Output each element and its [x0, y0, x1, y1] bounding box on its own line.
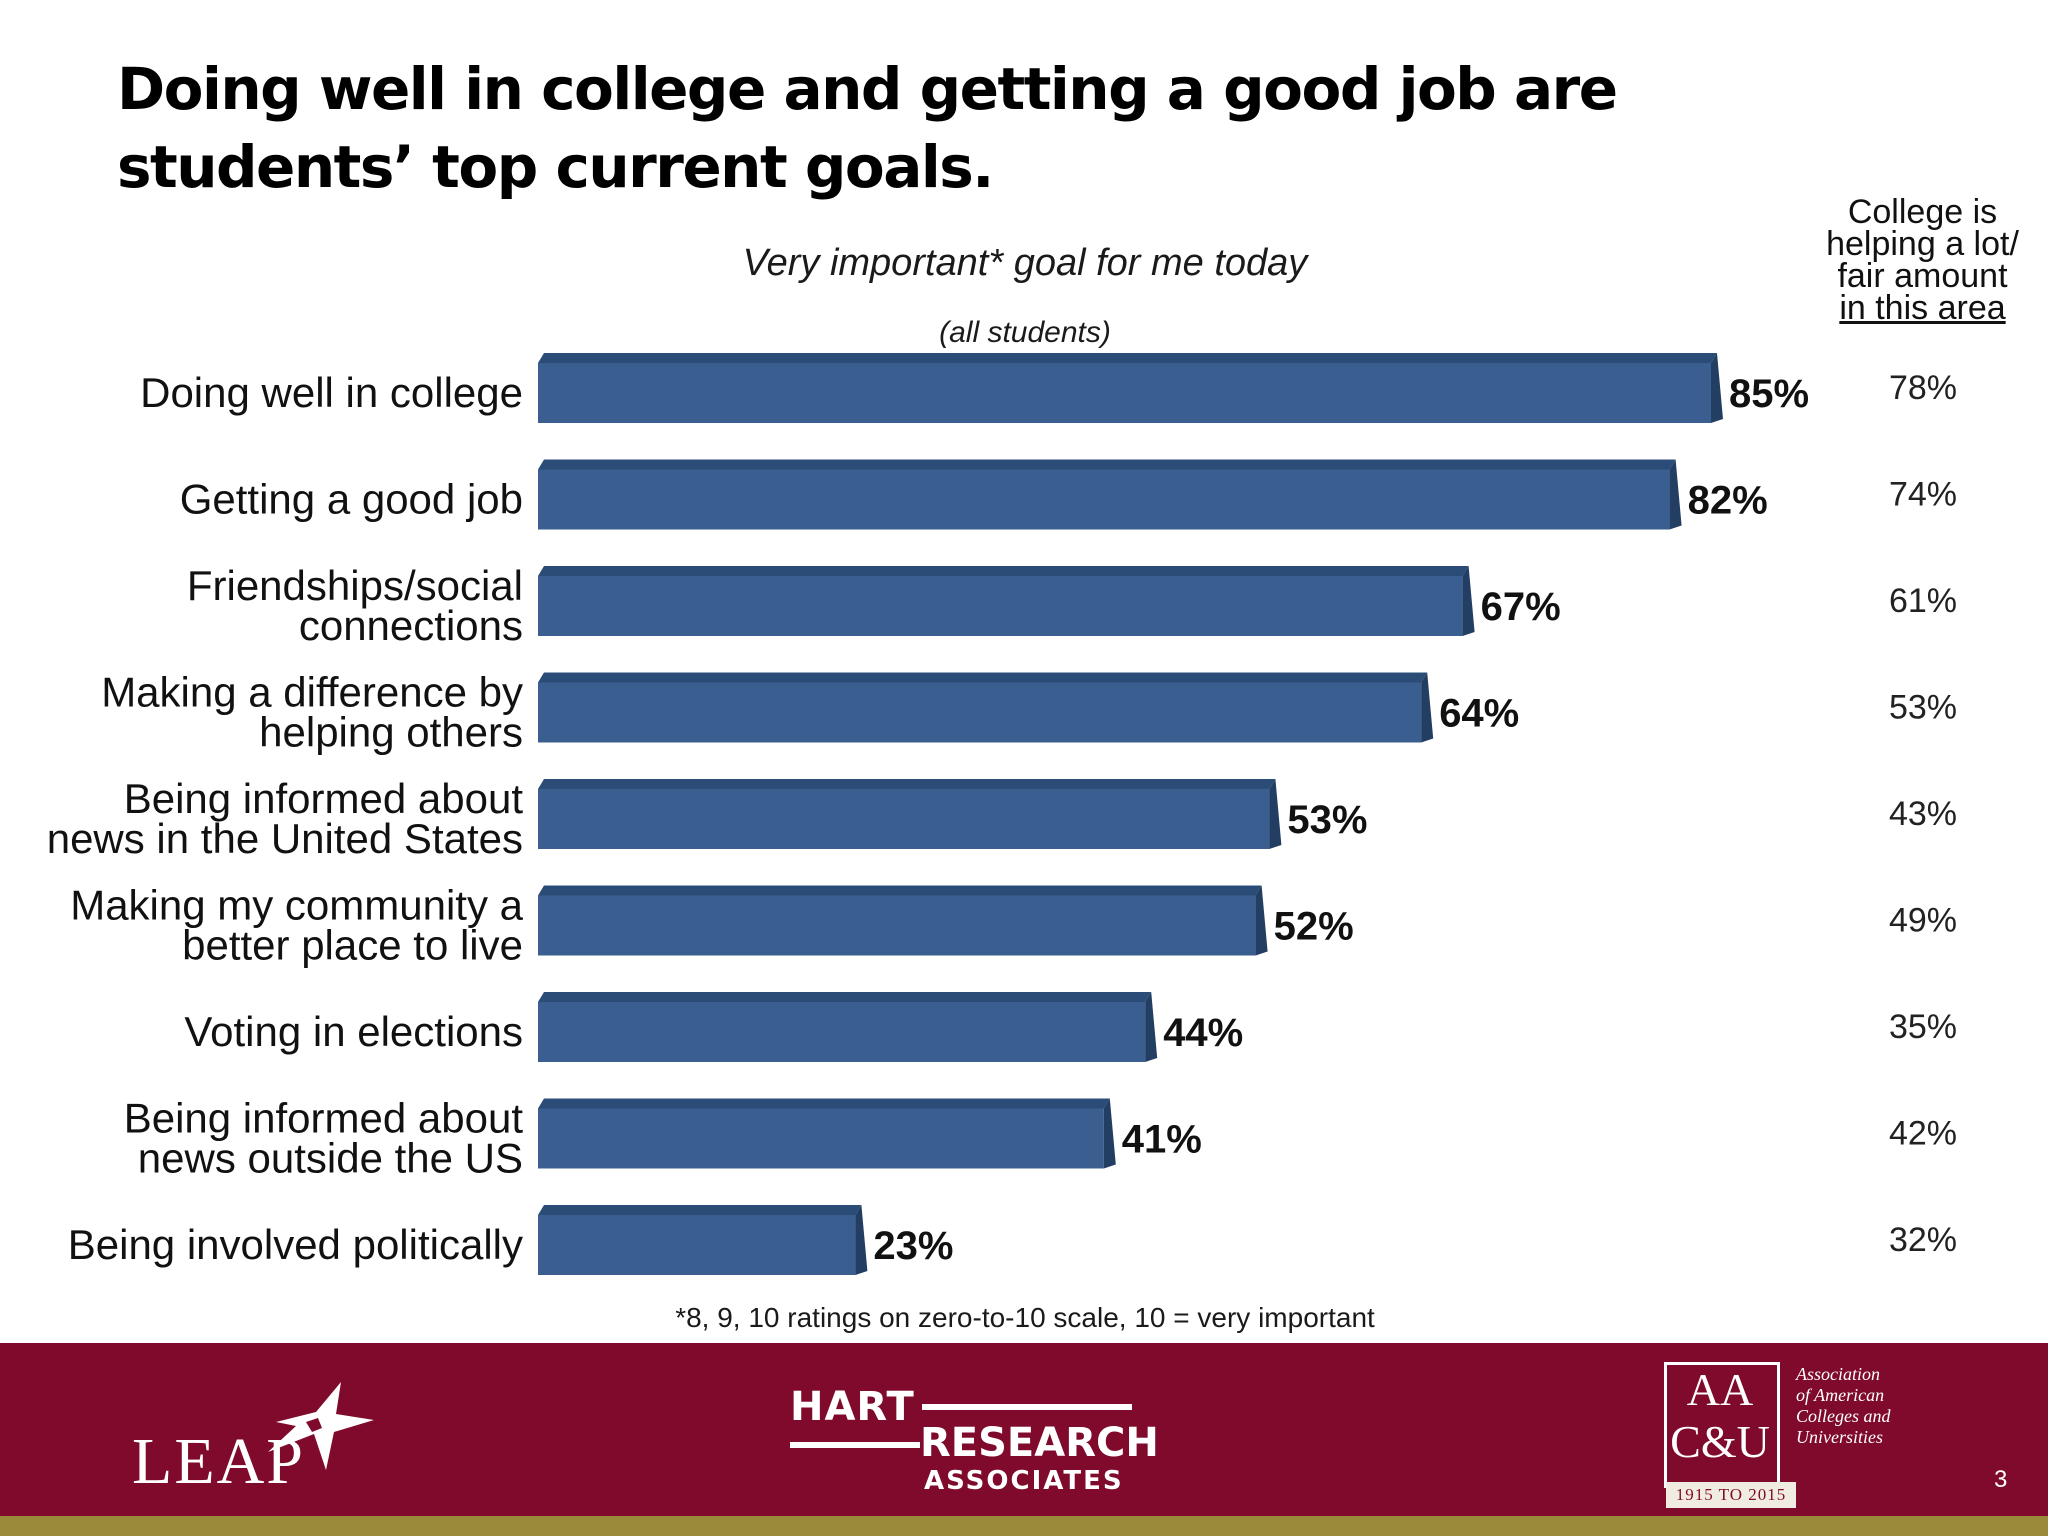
bar: [538, 469, 1670, 530]
category-label-line: Friendships/social: [187, 562, 523, 609]
category-label: Being involved politically: [68, 1221, 523, 1268]
category-label-line: better place to live: [182, 922, 523, 969]
slide-title: Doing well in college and getting a good…: [117, 55, 1618, 201]
bar: [538, 682, 1422, 743]
hart-logo-line3: ASSOCIATES: [924, 1466, 1124, 1496]
value-label: 53%: [1287, 798, 1367, 842]
bar-chart: 85% Doing well in college 78% 82% Getting a …: [47, 353, 1957, 1275]
bar-side-face: [1669, 459, 1682, 530]
category-label: Being informed about news in the United S…: [47, 775, 524, 862]
footnote: *8, 9, 10 ratings on zero-to-10 scale, 1…: [675, 1302, 1375, 1333]
aacu-name: Association of American Colleges and Uni…: [1796, 1364, 1966, 1448]
category-label-line: Voting in elections: [184, 1008, 523, 1055]
hart-logo-rule: [790, 1442, 920, 1448]
category-label: Getting a good job: [180, 476, 523, 523]
category-label-line: Being informed about: [124, 1095, 524, 1142]
chart-subtitle: (all students): [939, 316, 1111, 349]
bar-top-face: [538, 353, 1717, 363]
category-label-line: Getting a good job: [180, 476, 523, 523]
bar: [538, 363, 1711, 423]
side-column-value: 32%: [1889, 1221, 1957, 1259]
bar-top-face: [538, 566, 1469, 576]
category-label: Friendships/social connections: [187, 562, 523, 649]
bar: [538, 1215, 856, 1275]
category-label-line: news in the United States: [47, 815, 523, 862]
aacu-logo-letters: AA C&U: [1670, 1364, 1770, 1468]
side-column-value: 61%: [1889, 582, 1957, 620]
value-label: 85%: [1729, 372, 1809, 416]
bar-top-face: [538, 992, 1152, 1002]
value-label: 82%: [1688, 479, 1768, 523]
category-label-line: news outside the US: [138, 1135, 523, 1182]
side-column-value: 78%: [1889, 369, 1957, 407]
value-label: 64%: [1439, 692, 1519, 736]
category-label-line: Making a difference by: [101, 669, 523, 716]
bar-side-face: [1145, 992, 1158, 1062]
bar-side-face: [1462, 566, 1475, 636]
bar-top-face: [538, 1098, 1110, 1109]
bar-side-face: [1255, 885, 1268, 956]
aacu-logo: AA C&U Association of American Colleges …: [1660, 1358, 1960, 1508]
category-label-line: Doing well in college: [140, 369, 523, 416]
side-column-header: College is helping a lot/ fair amount in…: [1800, 193, 2045, 327]
side-column-value: 43%: [1889, 795, 1957, 833]
side-header-line: in this area: [1839, 289, 2006, 327]
side-column-value: 49%: [1889, 902, 1957, 940]
hart-logo-rule: [922, 1404, 1132, 1410]
bar: [538, 1002, 1146, 1062]
leap-logo: LEAP: [132, 1382, 374, 1498]
bar-top-face: [538, 885, 1262, 896]
value-label: 23%: [873, 1224, 953, 1268]
bar-side-face: [1103, 1098, 1116, 1169]
bar-side-face: [1269, 779, 1282, 849]
side-header-line: College is: [1847, 193, 1998, 231]
page-number: 3: [1994, 1466, 2008, 1493]
category-label: Making my community a better place to liv…: [70, 882, 523, 969]
category-label-line: helping others: [259, 709, 523, 756]
hart-logo-line2: RESEARCH: [920, 1420, 1159, 1466]
bar-top-face: [538, 1205, 862, 1215]
category-label-line: connections: [299, 602, 523, 649]
aacu-name-line: Universities: [1796, 1427, 1883, 1447]
category-label: Making a difference by helping others: [101, 669, 523, 756]
bar-side-face: [1421, 672, 1434, 743]
bar: [538, 895, 1256, 956]
bar: [538, 789, 1270, 849]
aacu-name-line: Colleges and: [1796, 1406, 1891, 1426]
value-label: 41%: [1122, 1118, 1202, 1162]
category-label: Being informed about news outside the US: [124, 1095, 524, 1182]
category-label-line: Being informed about: [124, 775, 524, 822]
side-column-value: 74%: [1889, 476, 1957, 514]
bar-side-face: [855, 1205, 868, 1275]
value-label: 67%: [1481, 585, 1561, 629]
value-label: 44%: [1163, 1011, 1243, 1055]
hart-research-logo: HART RESEARCH ASSOCIATES: [790, 1384, 1159, 1496]
side-header-line: fair amount: [1837, 257, 2008, 295]
bar-top-face: [538, 779, 1276, 789]
side-column-value: 35%: [1889, 1008, 1957, 1046]
aacu-letters-top: AA: [1686, 1364, 1754, 1415]
bar-top-face: [538, 459, 1676, 470]
aacu-name-line: of American: [1796, 1385, 1885, 1405]
value-label: 52%: [1274, 905, 1354, 949]
footer-strip: [0, 1516, 2048, 1536]
category-label: Doing well in college: [140, 369, 523, 416]
bar-side-face: [1711, 353, 1723, 423]
leap-logo-text: LEAP: [132, 1425, 305, 1498]
hart-logo-line1: HART: [790, 1384, 915, 1430]
aacu-name-line: Association: [1796, 1364, 1880, 1384]
bar-top-face: [538, 672, 1428, 683]
aacu-letters-bottom: C&U: [1670, 1416, 1770, 1467]
bar: [538, 1108, 1104, 1169]
bar: [538, 576, 1463, 636]
category-label-line: Making my community a: [70, 882, 523, 929]
side-header-line: helping a lot/: [1826, 225, 2019, 263]
aacu-years-badge: 1915 TO 2015: [1666, 1482, 1796, 1508]
side-column-value: 53%: [1889, 689, 1957, 727]
chart-title: Very important* goal for me today: [742, 242, 1308, 284]
category-label-line: Being involved politically: [68, 1221, 523, 1268]
category-label: Voting in elections: [184, 1008, 523, 1055]
star-icon: [268, 1382, 374, 1470]
side-column-value: 42%: [1889, 1115, 1957, 1153]
